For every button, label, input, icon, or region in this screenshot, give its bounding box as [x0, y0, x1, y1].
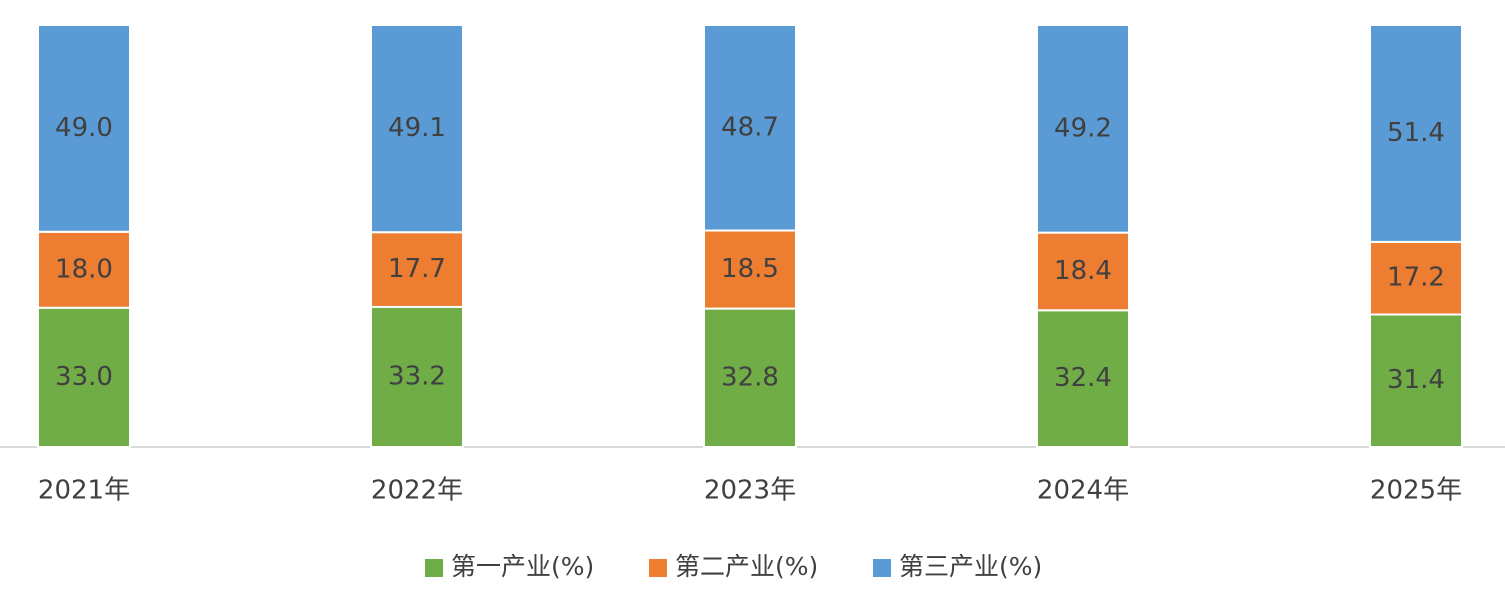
data-label: 31.4	[1387, 365, 1445, 395]
x-tick-label: 2023年	[704, 476, 796, 506]
bar-segment	[1036, 24, 1130, 234]
legend-label: 第三产业(%)	[899, 552, 1042, 581]
bar-segment	[703, 229, 797, 310]
legend-label: 第二产业(%)	[675, 552, 818, 581]
bar-segment	[1036, 309, 1130, 448]
bar-segment	[703, 24, 797, 232]
data-label: 17.2	[1387, 263, 1445, 293]
bar-segment	[1369, 24, 1463, 243]
legend-swatch	[649, 559, 667, 577]
legend-swatch	[425, 559, 443, 577]
bar-segment	[37, 230, 131, 309]
data-label: 18.5	[721, 254, 779, 284]
x-tick-label: 2025年	[1370, 476, 1462, 506]
bar-segment	[1369, 240, 1463, 316]
data-label: 33.2	[388, 361, 446, 391]
bar-segment	[370, 231, 464, 308]
data-label: 32.4	[1054, 363, 1112, 393]
data-label: 32.8	[721, 362, 779, 392]
bar-segment	[37, 24, 131, 233]
bar-segment	[370, 305, 464, 448]
x-tick-label: 2022年	[371, 476, 463, 506]
data-label: 49.1	[388, 113, 446, 143]
bar-segment	[37, 306, 131, 448]
data-label: 17.7	[388, 254, 446, 284]
data-label: 18.0	[55, 254, 113, 284]
legend-swatch	[873, 559, 891, 577]
x-tick-label: 2024年	[1037, 476, 1129, 506]
bar-segment	[1036, 231, 1130, 312]
data-label: 18.4	[1054, 256, 1112, 286]
x-tick-label: 2021年	[38, 476, 130, 506]
bar-segment	[1369, 313, 1463, 448]
data-label: 48.7	[721, 112, 779, 142]
data-label: 49.0	[55, 113, 113, 143]
data-label: 49.2	[1054, 113, 1112, 143]
bar-segment	[703, 307, 797, 449]
data-label: 51.4	[1387, 118, 1445, 148]
data-label: 33.0	[55, 362, 113, 392]
legend-label: 第一产业(%)	[451, 552, 594, 581]
bar-segment	[370, 24, 464, 234]
